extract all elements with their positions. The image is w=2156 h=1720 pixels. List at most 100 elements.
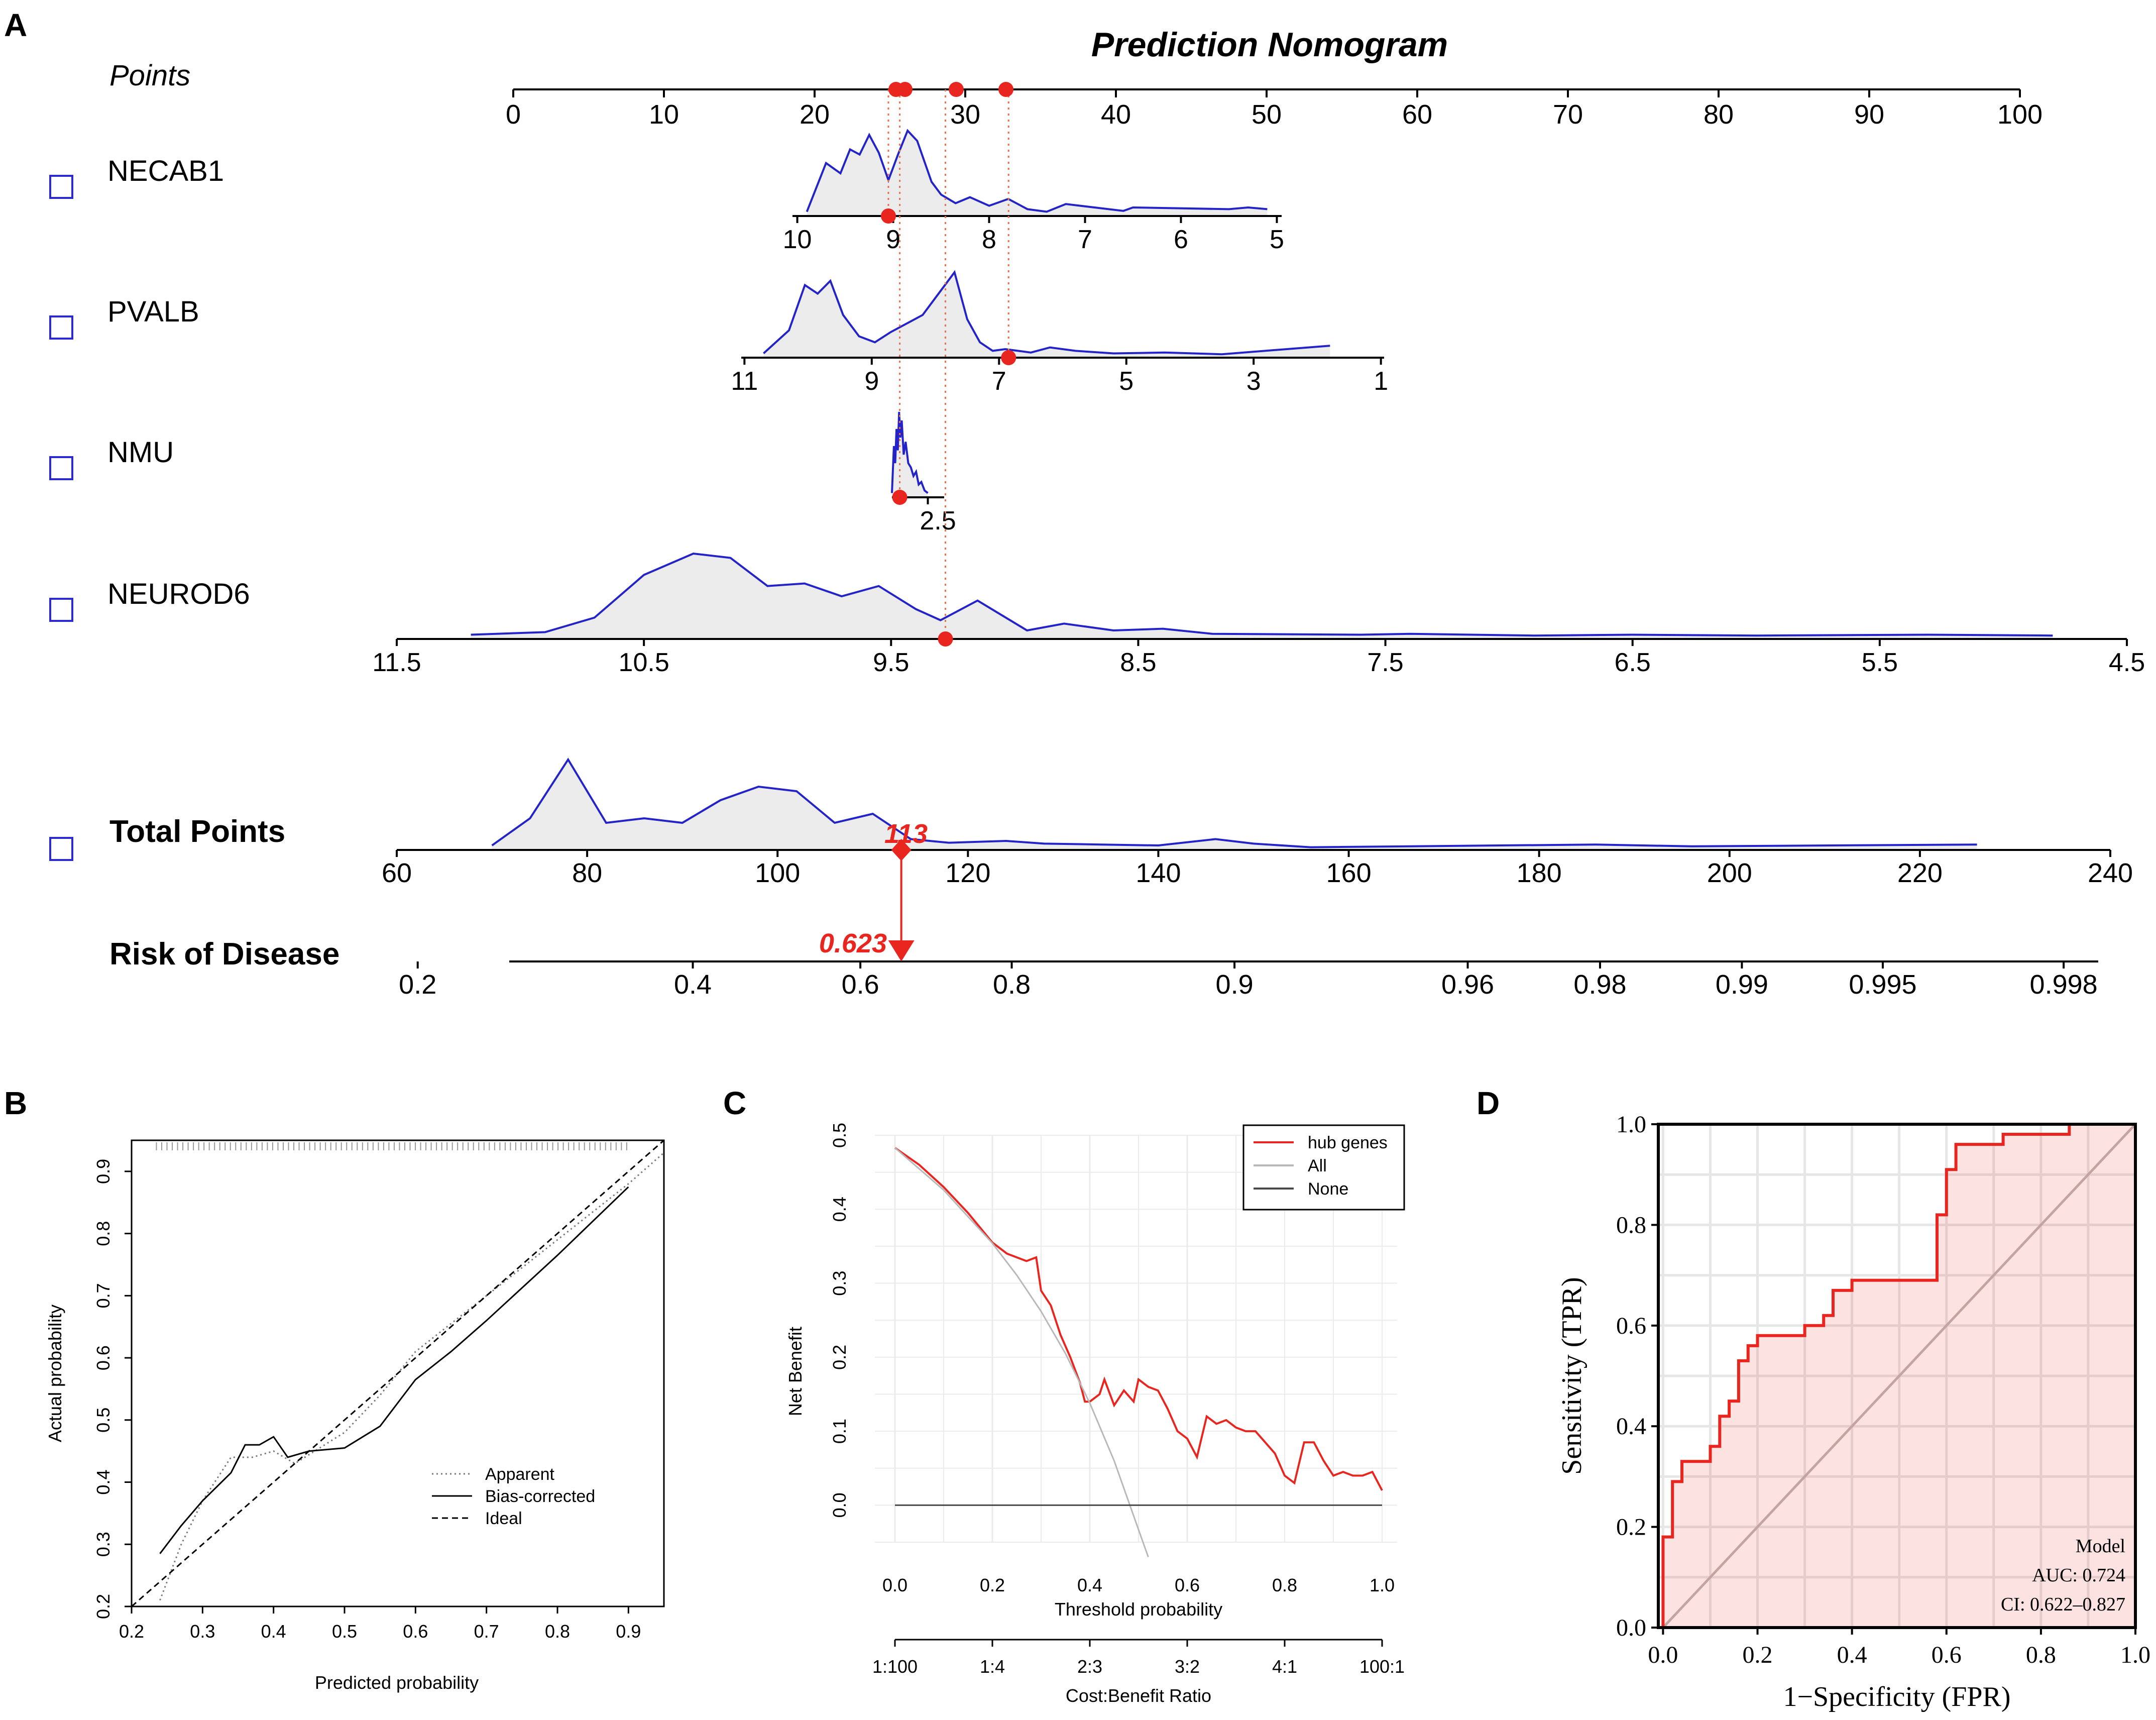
neurod6-checkbox[interactable] [49,598,73,622]
calibration-y-label: Actual probability [45,1305,65,1442]
total-points-checkbox[interactable] [49,837,73,861]
roc-y-tick-label: 0.8 [1616,1212,1646,1238]
roc-annotation-ci: CI: 0.622–0.827 [2001,1594,2125,1615]
roc-model-curve [1661,1123,2135,1628]
cost-benefit-tick-label: 1:4 [980,1656,1005,1677]
calibration-y-tick-label: 0.8 [93,1221,114,1246]
nmu-checkbox[interactable] [49,456,73,480]
density-fill-necab1 [807,131,1268,216]
variable-tick-label: 11.5 [372,648,421,677]
cost-benefit-tick-label: 2:3 [1077,1656,1102,1677]
density-fill-neurod6 [471,554,2053,639]
total-points-value-marker [891,839,912,861]
variable-tick-label: 11 [731,367,758,396]
variable-tick-label: 7 [1078,225,1092,254]
panel-label-b: B [4,1085,27,1121]
calibration-x-tick-label: 0.8 [545,1621,570,1642]
variable-tick-label: 2.5 [920,506,956,535]
variable-tick-label: 9.5 [873,648,909,677]
risk-value-label: 0.623 [819,928,887,958]
calibration-x-tick-label: 0.6 [403,1621,428,1642]
dca-all-line [894,1147,1149,1558]
roc-x-tick-label: 0.2 [1743,1642,1773,1668]
points-tick-label: 80 [1704,99,1734,130]
roc-annotation-auc: AUC: 0.724 [2032,1565,2125,1586]
density-line-neurod6 [471,552,2053,637]
pvalb-checkbox[interactable] [49,315,73,340]
calibration-plot-frame [131,1139,665,1607]
variable-tick-label: 5.5 [1862,648,1898,677]
points-tick-label: 10 [649,99,679,130]
risk-label: Risk of Disease [109,937,339,972]
total-points-tick-label: 80 [572,858,602,888]
total-points-label: Total Points [109,814,285,849]
points-tick-label: 70 [1553,99,1583,130]
roc-x-tick-label: 0.4 [1837,1642,1867,1668]
variable-tick-label: 5 [1119,367,1133,396]
density-line-pvalb [763,270,1330,356]
calibration-y-tick-label: 0.3 [93,1532,114,1557]
variable-marker [938,631,953,647]
variable-tick-label: 5 [1270,225,1284,254]
calibration-y-tick-label: 0.5 [93,1408,114,1433]
calibration-x-tick-label: 0.4 [261,1621,286,1642]
total-points-tick-label: 240 [2088,858,2133,888]
dca-y-tick-label: 0.4 [829,1197,850,1222]
calibration-apparent-line [159,1152,664,1601]
calibration-x-label: Predicted probability [315,1672,479,1693]
legend-apparent-label: Apparent [485,1465,555,1484]
variable-tick-label: 7 [992,367,1006,396]
risk-tick-label: 0.6 [842,970,879,1000]
roc-y-tick-label: 0.0 [1616,1615,1646,1641]
dca-x-tick-label: 0.2 [980,1575,1005,1595]
nomogram-panel: Prediction Nomogram Points NECAB1 PVALB … [49,26,2145,1000]
necab1-checkbox[interactable] [49,175,73,199]
points-marker [897,82,913,97]
variable-tick-label: 8 [982,225,996,254]
panel-label-a: A [4,7,27,43]
dca-y-label: Net Benefit [785,1327,806,1416]
variable-tick-label: 10 [783,225,812,254]
risk-tick-label: 0.98 [1573,970,1626,1000]
legend-all-label: All [1308,1156,1327,1175]
variable-tick-label: 6 [1174,225,1188,254]
dca-y-tick-label: 0.2 [829,1345,850,1370]
risk-tick-label: 0.4 [674,970,712,1000]
dca-y-tick-label: 0.5 [829,1123,850,1148]
roc-y-tick-label: 0.2 [1616,1514,1646,1541]
total-points-value-label: 113 [884,819,928,849]
legend-none-label: None [1308,1179,1348,1199]
points-tick-label: 100 [1997,99,2042,130]
dca-x-tick-label: 1.0 [1370,1575,1395,1595]
decision-curve-panel: 0.0 0.2 0.4 0.6 0.8 1.0 0.0 0.1 0.2 0.3 0.4 0.5 1:10… [785,1123,1405,1706]
variable-marker [880,208,896,224]
roc-y-label: Sensitivity (TPR) [1556,1277,1587,1475]
roc-x-label: 1−Specificity (FPR) [1783,1681,2010,1712]
dca-legend-box [1242,1124,1405,1211]
calibration-x-tick-label: 0.9 [616,1621,641,1642]
points-tick-label: 90 [1854,99,1884,130]
risk-tick-label: 0.998 [2030,970,2098,1000]
total-points-tick-label: 200 [1707,858,1752,888]
roc-x-tick-label: 0.0 [1648,1642,1678,1668]
calibration-x-tick-label: 0.3 [190,1621,215,1642]
legend-bias-corrected-label: Bias-corrected [485,1487,595,1506]
cost-benefit-tick-label: 3:2 [1175,1656,1200,1677]
variable-tick-label: 9 [864,367,879,396]
risk-tick-label: 0.995 [1849,970,1916,1000]
roc-plot-frame [1657,1123,2137,1629]
total-points-tick-label: 180 [1517,858,1562,888]
roc-y-tick-label: 0.4 [1616,1413,1646,1440]
density-line-necab1 [806,129,1268,213]
points-tick-label: 20 [800,99,830,130]
total-points-density-fill [492,760,1977,850]
points-marker [949,82,964,97]
cost-benefit-tick-label: 4:1 [1272,1656,1297,1677]
points-label: Points [109,59,190,92]
cost-benefit-label: Cost:Benefit Ratio [1066,1685,1211,1706]
dca-y-tick-label: 0.1 [829,1419,850,1444]
panel-label-c: C [723,1085,746,1121]
prediction-arrow-head [888,940,915,961]
calibration-y-tick-label: 0.7 [93,1283,114,1308]
risk-tick-label: 0.8 [993,970,1031,1000]
